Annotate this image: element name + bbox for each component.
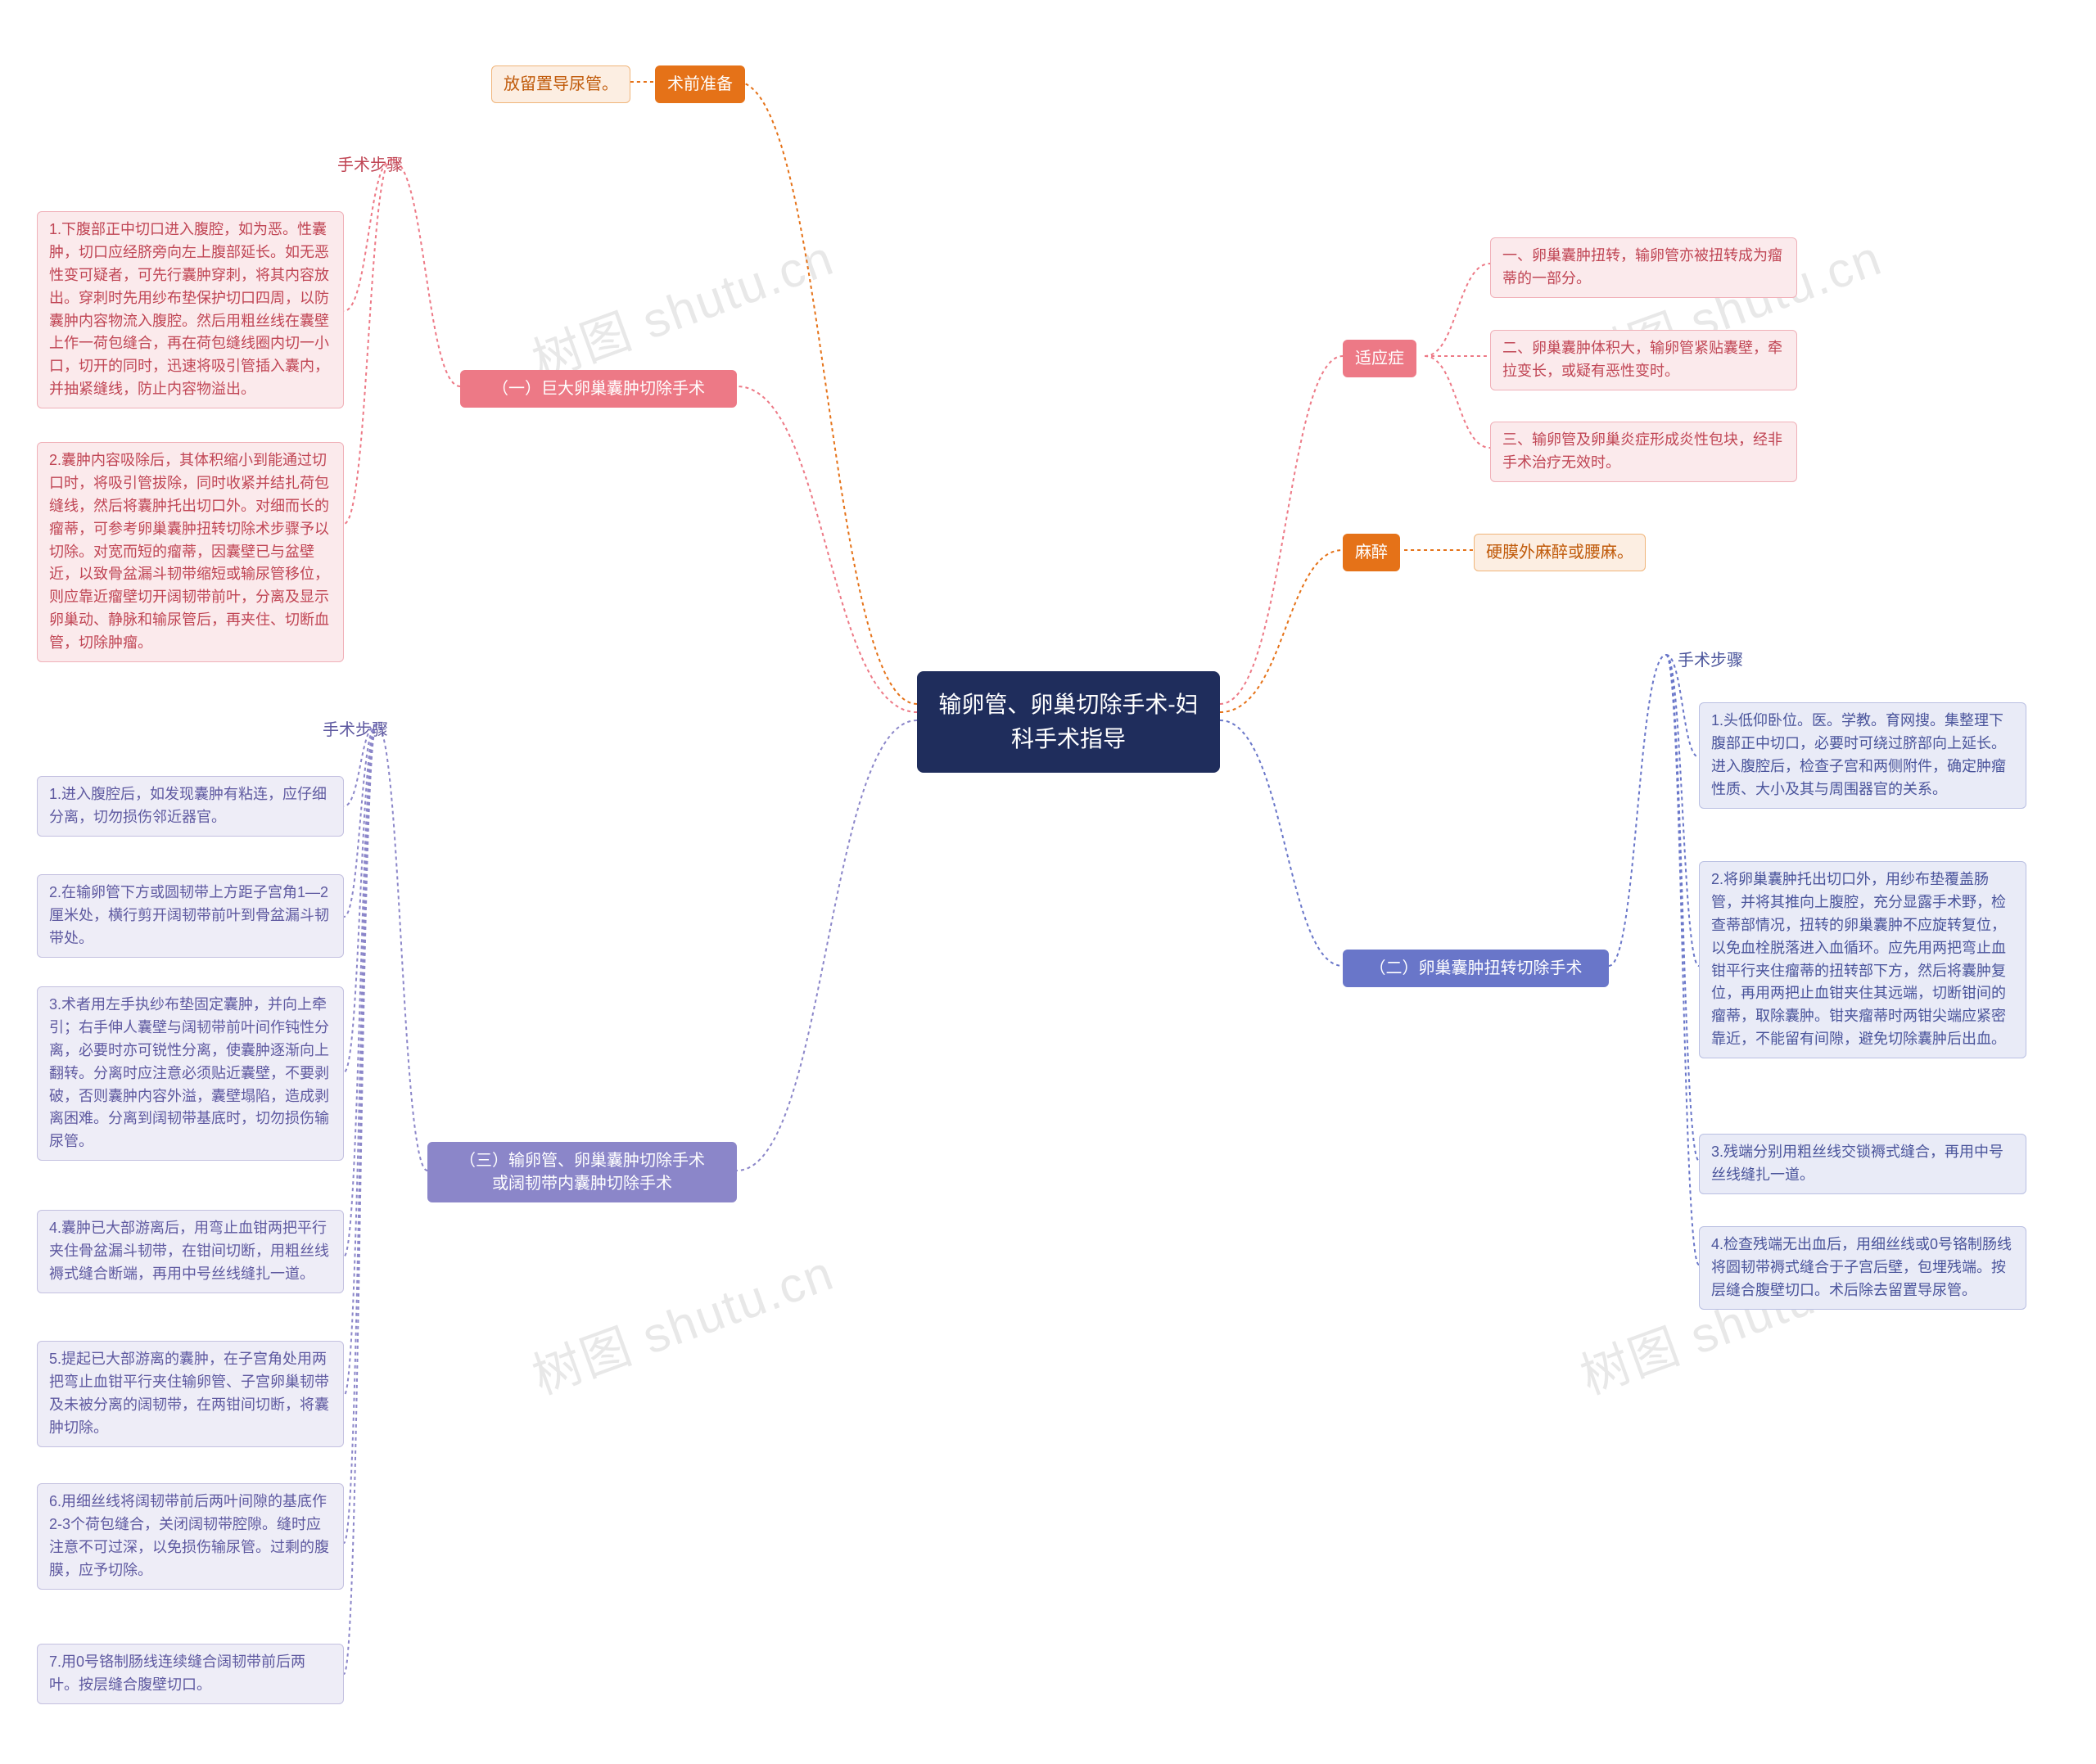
preop-node: 术前准备 bbox=[655, 65, 745, 103]
proc3-leaf-3: 3.术者用左手执纱布垫固定囊肿，并向上牵引；右手伸人囊壁与阔韧带前叶间作钝性分离… bbox=[37, 986, 344, 1161]
proc3-step-header: 手术步骤 bbox=[311, 712, 400, 748]
proc3-node: （三）输卵管、卵巢囊肿切除手术 或阔韧带内囊肿切除手术 bbox=[427, 1142, 737, 1202]
proc3-leaf-4: 4.囊肿已大部游离后，用弯止血钳两把平行夹住骨盆漏斗韧带，在钳间切断，用粗丝线褥… bbox=[37, 1210, 344, 1293]
proc3-label-l2: 或阔韧带内囊肿切除手术 bbox=[440, 1172, 725, 1195]
proc1-step-header: 手术步骤 bbox=[326, 147, 414, 183]
center-node: 输卵管、卵巢切除手术-妇 科手术指导 bbox=[917, 671, 1220, 773]
proc2-node: （二）卵巢囊肿扭转切除手术 bbox=[1343, 950, 1609, 987]
preop-leaf: 放留置导尿管。 bbox=[491, 65, 630, 103]
proc1-leaf-2: 2.囊肿内容吸除后，其体积缩小到能通过切口时，将吸引管拔除，同时收紧并结扎荷包缝… bbox=[37, 442, 344, 662]
proc3-label-l1: （三）输卵管、卵巢囊肿切除手术 bbox=[440, 1149, 725, 1172]
proc3-leaf-7: 7.用0号铬制肠线连续缝合阔韧带前后两叶。按层缝合腹壁切口。 bbox=[37, 1644, 344, 1704]
anesthesia-leaf: 硬膜外麻醉或腰麻。 bbox=[1474, 534, 1646, 571]
anesthesia-node: 麻醉 bbox=[1343, 534, 1400, 571]
watermark: 树图 shutu.cn bbox=[522, 1234, 842, 1409]
proc1-node: （一）巨大卵巢囊肿切除手术 bbox=[460, 370, 737, 408]
proc1-leaf-1: 1.下腹部正中切口进入腹腔，如为恶。性囊肿，切口应经脐旁向左上腹部延长。如无恶性… bbox=[37, 211, 344, 408]
indications-node: 适应症 bbox=[1343, 340, 1416, 377]
indication-leaf-2: 二、卵巢囊肿体积大，输卵管紧贴囊壁，牵拉变长，或疑有恶性变时。 bbox=[1490, 330, 1797, 390]
proc2-step-header: 手术步骤 bbox=[1666, 643, 1755, 679]
proc2-leaf-3: 3.残端分别用粗丝线交锁褥式缝合，再用中号丝线缝扎一道。 bbox=[1699, 1134, 2026, 1194]
center-title-l1: 输卵管、卵巢切除手术-妇 bbox=[935, 688, 1202, 722]
center-title-l2: 科手术指导 bbox=[935, 722, 1202, 756]
proc3-leaf-2: 2.在输卵管下方或圆韧带上方距子宫角1—2厘米处，横行剪开阔韧带前叶到骨盆漏斗韧… bbox=[37, 874, 344, 958]
proc3-leaf-5: 5.提起已大部游离的囊肿，在子宫角处用两把弯止血钳平行夹住输卵管、子宫卵巢韧带及… bbox=[37, 1341, 344, 1447]
proc2-leaf-1: 1.头低仰卧位。医。学教。育网搜。集整理下腹部正中切口，必要时可绕过脐部向上延长… bbox=[1699, 702, 2026, 809]
watermark: 树图 shutu.cn bbox=[522, 219, 842, 394]
indication-leaf-1: 一、卵巢囊肿扭转，输卵管亦被扭转成为瘤蒂的一部分。 bbox=[1490, 237, 1797, 298]
indication-leaf-3: 三、输卵管及卵巢炎症形成炎性包块，经非手术治疗无效时。 bbox=[1490, 422, 1797, 482]
proc3-leaf-6: 6.用细丝线将阔韧带前后两叶间隙的基底作2-3个荷包缝合，关闭阔韧带腔隙。缝时应… bbox=[37, 1483, 344, 1590]
proc2-leaf-2: 2.将卵巢囊肿托出切口外，用纱布垫覆盖肠管，并将其推向上腹腔，充分显露手术野，检… bbox=[1699, 861, 2026, 1058]
proc2-leaf-4: 4.检查残端无出血后，用细丝线或0号铬制肠线将圆韧带褥式缝合于子宫后壁，包埋残端… bbox=[1699, 1226, 2026, 1310]
proc3-leaf-1: 1.进入腹腔后，如发现囊肿有粘连，应仔细分离，切勿损伤邻近器官。 bbox=[37, 776, 344, 837]
